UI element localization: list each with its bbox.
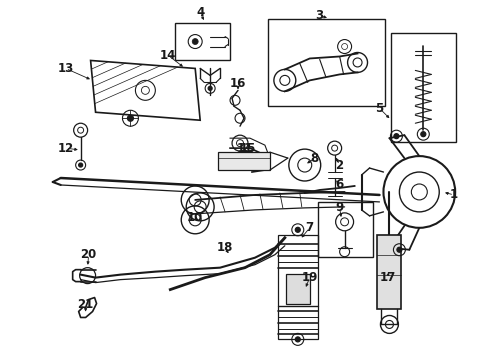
Text: 7: 7	[305, 221, 313, 234]
Text: 12: 12	[58, 141, 74, 155]
Bar	[277, 235, 317, 339]
Text: 17: 17	[379, 271, 395, 284]
Circle shape	[295, 227, 300, 232]
Bar	[285, 274, 309, 303]
Text: 13: 13	[58, 62, 74, 75]
Circle shape	[420, 132, 425, 137]
Bar	[267, 19, 385, 106]
Text: 5: 5	[375, 102, 383, 115]
Text: 21: 21	[77, 298, 94, 311]
Text: 18: 18	[217, 241, 233, 254]
Text: 2: 2	[335, 158, 343, 172]
Circle shape	[396, 247, 401, 252]
Text: 10: 10	[187, 211, 203, 224]
Text: 15: 15	[239, 141, 256, 155]
Text: 16: 16	[229, 77, 246, 90]
Text: 4: 4	[196, 6, 204, 19]
Bar	[390, 32, 455, 142]
Text: 6: 6	[335, 179, 343, 192]
Polygon shape	[90, 60, 200, 120]
Text: 20: 20	[81, 248, 97, 261]
Text: 19: 19	[301, 271, 317, 284]
Bar	[377, 235, 401, 310]
Text: 8: 8	[310, 152, 318, 165]
Circle shape	[295, 337, 300, 342]
Circle shape	[208, 86, 212, 90]
Circle shape	[127, 115, 133, 121]
Circle shape	[192, 39, 198, 45]
Bar	[175, 23, 229, 60]
Text: 3: 3	[315, 9, 323, 22]
Bar	[317, 202, 372, 257]
Text: 11: 11	[236, 141, 253, 155]
Text: 9: 9	[335, 201, 343, 215]
Bar	[218, 152, 269, 170]
Text: 1: 1	[449, 188, 457, 202]
Circle shape	[393, 134, 398, 139]
Circle shape	[79, 163, 82, 167]
Text: 14: 14	[160, 49, 176, 62]
